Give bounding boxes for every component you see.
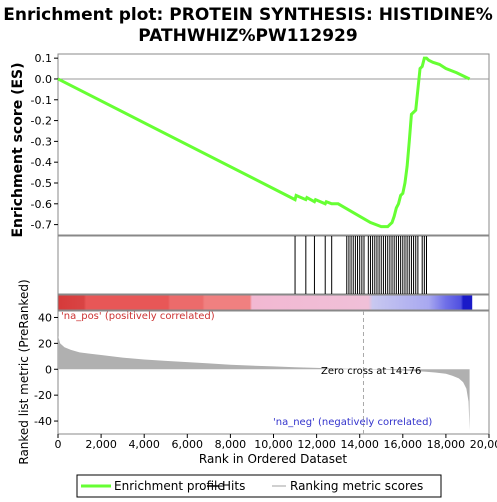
es-y-tick-label: -0.2 [31,115,52,128]
metric-y-tick-label: -40 [34,415,52,428]
es-y-tick-label: 0.0 [35,73,53,86]
metric-y-tick-label: 20 [38,337,52,350]
x-tick-label: 0 [55,438,62,451]
zero-cross-annotation: Zero cross at 14176 [321,366,421,377]
es-y-tick-label: -0.3 [31,135,52,148]
negative-correlation-annotation: 'na_neg' (negatively correlated) [273,417,432,428]
legend-metric-label: Ranking metric scores [290,479,423,493]
es-y-tick-label: -0.6 [31,198,52,211]
metric-y-tick-label: 0 [45,363,52,376]
es-y-axis-label: Enrichment score (ES) [10,62,26,237]
x-tick-label: 2,000 [85,438,117,451]
legend: Enrichment profile Hits Ranking metric s… [77,475,441,497]
es-panel-frame [58,54,489,235]
legend-hits-label: Hits [222,479,245,493]
es-panel: 0.1 0.0 -0.1 -0.2 -0.3 -0.4 -0.5 -0.6 -0.7 Enric… [10,52,489,237]
x-tick-label: 6,000 [172,438,204,451]
es-y-tick-label: -0.5 [31,177,52,190]
es-y-tick-label: -0.7 [31,219,52,232]
chart-title-line2: PATHWHIZ%PW112929 [138,26,357,46]
x-axis: 0 2,000 4,000 6,000 8,000 10,000 12,000 14,000 1… [55,434,497,451]
metric-y-axis: 40 20 0 -20 -40 [34,311,58,428]
x-tick-label: 12,000 [297,438,336,451]
es-y-axis: 0.1 0.0 -0.1 -0.2 -0.3 -0.4 -0.5 -0.6 -0.7 [31,52,58,231]
hits-panel [58,236,489,294]
positive-correlation-annotation: 'na_pos' (positively correlated) [61,311,215,322]
rank-color-gradient [58,295,489,310]
metric-y-tick-label: -20 [34,389,52,402]
es-y-tick-label: 0.1 [35,52,53,65]
metric-panel-frame [58,311,489,434]
x-tick-label: 4,000 [128,438,160,451]
x-tick-label: 16,000 [384,438,423,451]
es-y-tick-label: -0.4 [31,156,52,169]
x-tick-label: 18,000 [427,438,466,451]
metric-y-tick-label: 40 [38,311,52,324]
x-tick-label: 14,000 [340,438,379,451]
x-tick-label: 8,000 [215,438,247,451]
metric-y-axis-label: Ranked list metric (PreRanked) [17,279,31,464]
chart-title-line1: Enrichment plot: PROTEIN SYNTHESIS: HIST… [3,5,492,25]
es-y-tick-label: -0.1 [31,94,52,107]
rank-color-bar [58,295,489,310]
x-tick-label: 20,000 [470,438,497,451]
x-tick-label: 10,000 [254,438,293,451]
x-axis-label: Rank in Ordered Dataset [199,452,347,466]
